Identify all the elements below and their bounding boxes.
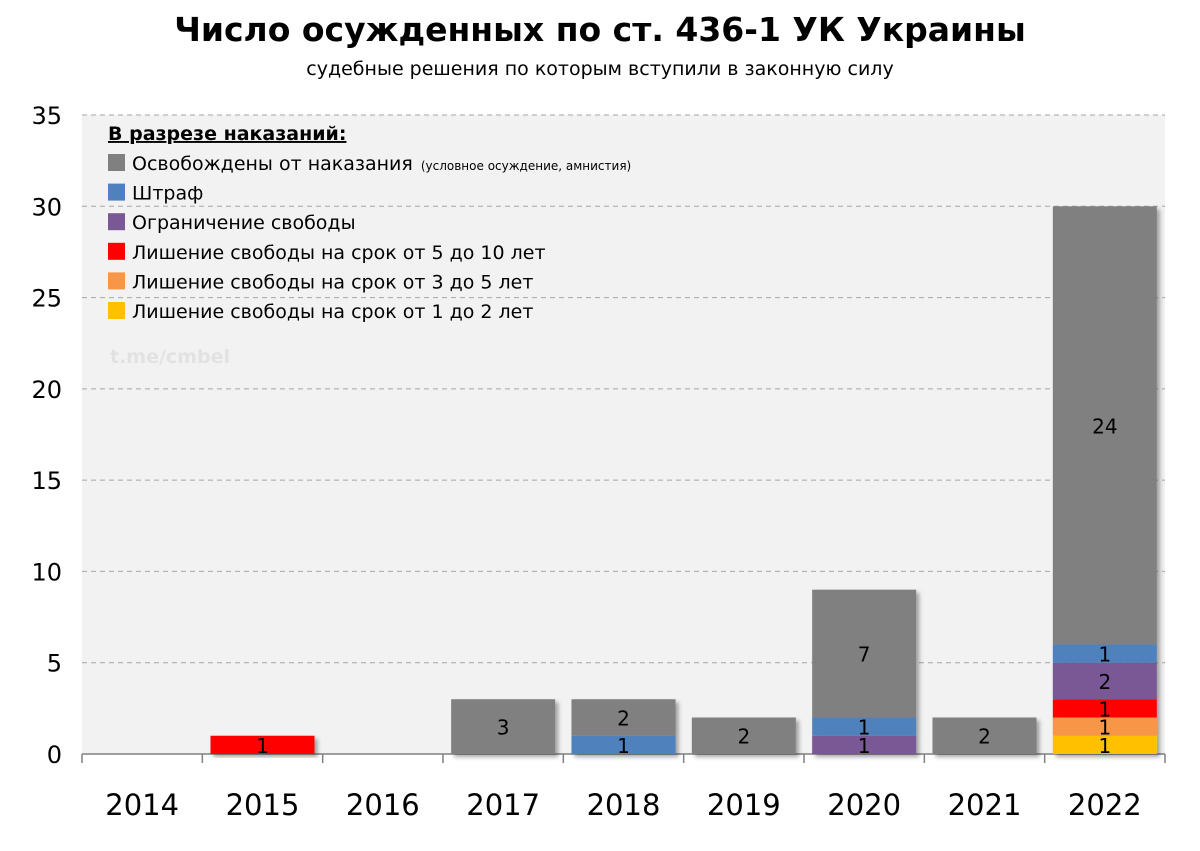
data-label: 1 xyxy=(256,734,269,758)
data-label: 2 xyxy=(978,725,991,749)
bar-segment xyxy=(451,699,556,754)
legend-entry: Штраф xyxy=(132,183,203,205)
bar-segment xyxy=(812,735,917,754)
legend-swatch xyxy=(108,183,125,201)
bar-segment xyxy=(571,699,676,736)
data-label: 7 xyxy=(858,643,871,667)
watermark: t.me/cmbel xyxy=(110,346,230,368)
data-label: 1 xyxy=(1098,643,1111,667)
bar-segment xyxy=(1052,662,1157,700)
bar-segment xyxy=(1052,206,1157,645)
data-label: 1 xyxy=(1098,734,1111,758)
legend-swatch xyxy=(108,154,125,171)
y-tick-label: 5 xyxy=(47,650,62,678)
bar-segment xyxy=(1052,644,1157,663)
y-tick-label: 0 xyxy=(47,741,62,769)
x-category-label: 2022 xyxy=(1068,788,1142,822)
data-label: 24 xyxy=(1092,414,1117,438)
legend-swatch xyxy=(108,302,125,319)
legend-entry: Лишение свободы на срок от 5 до 10 лет xyxy=(132,242,546,264)
data-label: 1 xyxy=(617,734,630,758)
chart-subtitle: судебные решения по которым вступили в з… xyxy=(306,58,894,80)
legend-entry: Лишение свободы на срок от 3 до 5 лет xyxy=(132,271,533,293)
legend-entry: Освобождены от наказания (условное осужде… xyxy=(132,153,631,175)
legend-entry-note: (условное осуждение, амнистия) xyxy=(421,159,631,173)
bar-segment xyxy=(1052,699,1157,718)
bar-stack-2020 xyxy=(812,589,917,754)
y-tick-label: 15 xyxy=(31,467,62,495)
bar-stack-2022 xyxy=(1052,206,1157,754)
y-tick-label: 30 xyxy=(31,193,62,221)
bar-stack-2018 xyxy=(571,699,676,754)
y-tick-label: 20 xyxy=(31,376,62,404)
legend-entry: Лишение свободы на срок от 1 до 2 лет xyxy=(132,301,533,323)
bar-segment xyxy=(812,717,917,736)
bar-segment xyxy=(1052,717,1157,736)
x-category-label: 2015 xyxy=(226,788,300,822)
x-category-label: 2018 xyxy=(587,788,661,822)
x-category-label: 2019 xyxy=(707,788,781,822)
bar-segment xyxy=(210,735,315,754)
legend-title: В разрезе наказаний: xyxy=(108,123,346,145)
bar-segment xyxy=(571,735,676,754)
bar-segment xyxy=(1052,735,1157,754)
legend-swatch xyxy=(108,272,125,290)
x-category-label: 2016 xyxy=(346,788,420,822)
data-label: 2 xyxy=(737,725,750,749)
data-label: 2 xyxy=(617,706,630,730)
bar-stack-2019 xyxy=(691,717,796,754)
data-label: 1 xyxy=(858,716,871,740)
bar-segment xyxy=(932,717,1037,754)
y-tick-label: 35 xyxy=(31,102,62,130)
x-category-label: 2020 xyxy=(827,788,901,822)
y-tick-label: 25 xyxy=(31,285,62,313)
bar-stack-2017 xyxy=(451,699,556,754)
legend-swatch xyxy=(108,213,125,231)
x-category-label: 2021 xyxy=(948,788,1022,822)
legend-entry: Ограничение свободы xyxy=(132,212,356,234)
data-label: 2 xyxy=(1098,670,1111,694)
data-label: 3 xyxy=(497,716,510,740)
x-category-label: 2017 xyxy=(466,788,540,822)
data-label: 1 xyxy=(1098,716,1111,740)
bar-stack-2015 xyxy=(210,735,315,754)
bar-segment xyxy=(812,589,917,718)
data-label: 1 xyxy=(858,734,871,758)
bar-segment xyxy=(691,717,796,754)
legend-swatch xyxy=(108,242,125,260)
y-tick-label: 10 xyxy=(31,558,62,586)
bar-stack-2021 xyxy=(932,717,1037,754)
chart-title: Число осужденных по ст. 436-1 УК Украины xyxy=(174,10,1026,49)
plot-area xyxy=(82,115,1165,754)
x-category-label: 2014 xyxy=(105,788,179,822)
data-label: 1 xyxy=(1098,697,1111,721)
